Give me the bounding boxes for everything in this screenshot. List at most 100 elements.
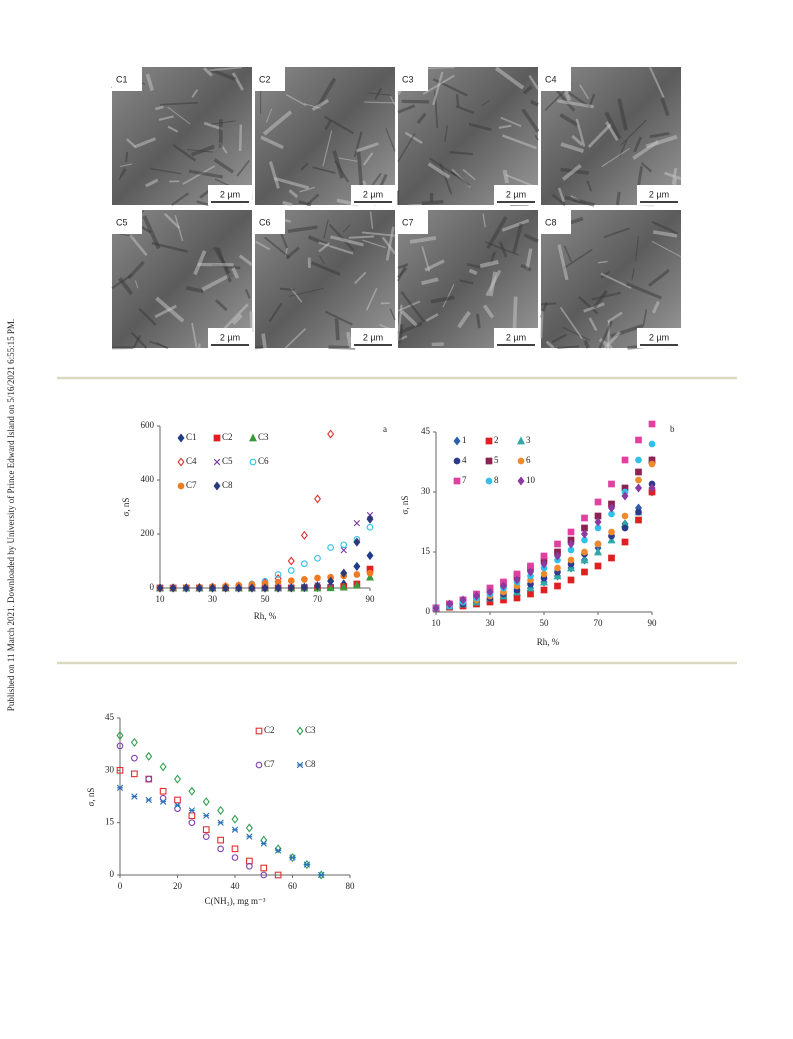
- texture: [528, 74, 539, 90]
- legend-label: 4: [462, 455, 467, 465]
- texture: [215, 299, 228, 312]
- y-tick-label: 45: [421, 426, 431, 436]
- texture: [364, 101, 396, 104]
- texture: [368, 92, 392, 96]
- texture: [397, 132, 416, 163]
- texture: [261, 333, 267, 349]
- texture: [322, 130, 333, 167]
- texture: [557, 187, 565, 203]
- texture: [120, 163, 133, 168]
- legend-label: C3: [258, 432, 269, 442]
- texture: [462, 168, 476, 180]
- point: [182, 583, 190, 593]
- y-axis-label: σ, nS: [400, 496, 410, 515]
- texture: [255, 240, 271, 251]
- texture: [459, 279, 474, 285]
- point: [326, 583, 335, 592]
- point: [608, 503, 615, 513]
- point: [340, 541, 348, 549]
- texture: [238, 254, 253, 267]
- point: [554, 564, 561, 572]
- point: [513, 594, 521, 602]
- point: [581, 514, 588, 522]
- texture: [353, 131, 363, 158]
- x-tick-label: 10: [432, 618, 442, 628]
- texture: [300, 162, 309, 171]
- point: [314, 494, 321, 504]
- texture: [398, 324, 404, 344]
- scale-box: [637, 185, 681, 205]
- scale-bar-label: 2 µm: [649, 332, 669, 342]
- point: [287, 583, 295, 593]
- texture: [409, 236, 437, 244]
- x-tick-label: 70: [313, 594, 323, 604]
- texture: [125, 152, 129, 163]
- texture: [604, 111, 622, 140]
- point: [289, 854, 296, 861]
- legend-marker: [517, 436, 525, 445]
- texture: [209, 66, 242, 72]
- image-label: C8: [545, 217, 557, 227]
- x-tick-label: 50: [261, 594, 271, 604]
- scale-bar-label: 2 µm: [220, 189, 240, 199]
- texture: [450, 170, 471, 187]
- point: [301, 560, 308, 568]
- y-tick-label: 30: [105, 764, 115, 774]
- texture: [604, 331, 622, 350]
- texture: [163, 212, 181, 229]
- texture: [134, 280, 139, 289]
- point: [526, 583, 535, 592]
- texture: [126, 138, 137, 148]
- point: [594, 562, 602, 570]
- legend-marker: [453, 477, 461, 485]
- texture: [444, 125, 448, 143]
- texture: [587, 122, 613, 149]
- texture: [323, 115, 355, 135]
- texture: [579, 84, 590, 100]
- point: [130, 737, 138, 747]
- legend-label: 10: [526, 475, 536, 485]
- texture: [601, 147, 631, 168]
- texture: [188, 169, 223, 179]
- point: [366, 569, 374, 577]
- point: [248, 583, 256, 593]
- texture: [534, 134, 539, 141]
- texture: [482, 304, 495, 319]
- texture: [365, 287, 378, 311]
- texture: [488, 271, 498, 297]
- texture: [563, 245, 573, 263]
- texture: [209, 68, 237, 81]
- texture: [381, 236, 396, 255]
- x-tick-label: 30: [208, 594, 218, 604]
- point: [635, 476, 642, 484]
- point: [235, 583, 243, 593]
- point: [131, 793, 138, 800]
- point: [222, 583, 230, 593]
- texture: [664, 171, 682, 180]
- point: [608, 528, 615, 536]
- texture: [551, 333, 568, 344]
- texture: [268, 161, 280, 189]
- point: [209, 583, 216, 593]
- texture: [476, 313, 481, 329]
- texture: [605, 121, 619, 142]
- texture: [425, 313, 439, 322]
- y-tick-label: 0: [150, 582, 155, 592]
- point: [327, 576, 335, 586]
- point: [581, 548, 588, 556]
- point: [131, 770, 138, 778]
- texture: [625, 282, 662, 300]
- x-axis-label: Rh, %: [254, 611, 277, 621]
- texture: [586, 180, 593, 192]
- texture: [187, 148, 213, 153]
- texture: [193, 250, 207, 276]
- point: [260, 871, 268, 879]
- texture: [540, 302, 557, 306]
- texture: [130, 331, 148, 349]
- legend-marker: [255, 727, 263, 735]
- point: [231, 826, 239, 833]
- point: [635, 456, 642, 464]
- point: [366, 514, 374, 524]
- texture: [260, 135, 284, 150]
- point: [340, 547, 347, 554]
